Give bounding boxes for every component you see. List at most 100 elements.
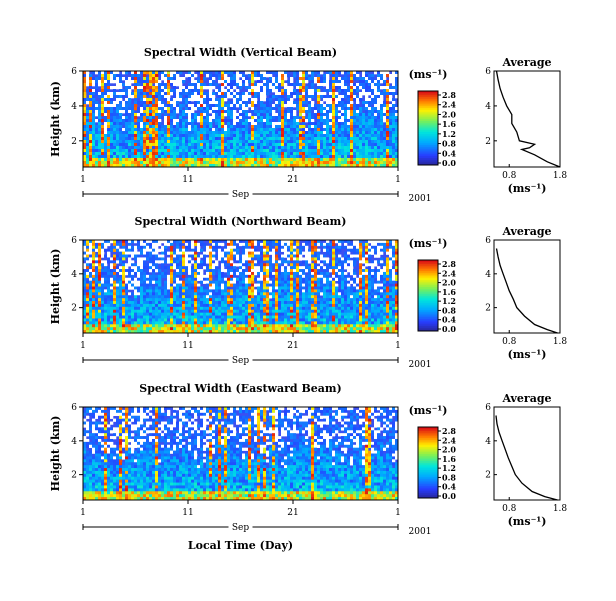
heatmap-cell bbox=[197, 158, 201, 162]
heatmap-cell bbox=[110, 149, 114, 153]
heatmap-cell bbox=[221, 298, 225, 302]
heatmap-cell bbox=[188, 77, 192, 81]
heatmap-gap bbox=[230, 271, 234, 276]
heatmap-cell bbox=[188, 71, 192, 75]
heatmap-cell bbox=[110, 134, 114, 138]
heatmap-cell bbox=[332, 80, 336, 84]
heatmap-gap bbox=[203, 113, 207, 117]
heatmap-cell bbox=[116, 140, 120, 144]
heatmap-cell bbox=[239, 277, 243, 281]
heatmap-cell bbox=[215, 280, 219, 284]
heatmap-cell bbox=[104, 77, 108, 81]
heatmap-cell bbox=[92, 77, 96, 81]
heatmap-cell bbox=[98, 257, 102, 261]
heatmap-cell bbox=[212, 306, 216, 311]
heatmap-cell bbox=[191, 292, 195, 296]
heatmap-cell bbox=[269, 128, 273, 132]
heatmap-cell bbox=[200, 140, 204, 144]
heatmap-cell bbox=[128, 101, 132, 105]
heatmap-cell bbox=[389, 137, 393, 141]
heatmap-gap bbox=[140, 125, 144, 129]
heatmap-cell bbox=[194, 161, 198, 165]
heatmap-cell bbox=[368, 77, 372, 81]
heatmap-gap bbox=[224, 83, 228, 87]
heatmap-cell bbox=[95, 266, 99, 270]
heatmap-cell bbox=[191, 137, 195, 141]
heatmap-cell bbox=[107, 125, 111, 129]
heatmap-cell bbox=[374, 155, 378, 159]
heatmap-cell bbox=[113, 289, 117, 293]
heatmap-cell bbox=[182, 312, 186, 316]
heatmap-cell bbox=[119, 303, 123, 308]
month-label: Sep bbox=[232, 190, 249, 200]
heatmap-gap bbox=[326, 98, 330, 102]
heatmap-cell bbox=[269, 77, 273, 81]
heatmap-cell bbox=[287, 125, 291, 129]
heatmap-cell bbox=[233, 324, 237, 328]
heatmap-cell bbox=[389, 107, 393, 111]
heatmap-gap bbox=[230, 95, 234, 99]
heatmap-cell bbox=[206, 277, 210, 281]
heatmap-cell bbox=[275, 74, 279, 78]
heatmap-cell bbox=[353, 125, 357, 129]
heatmap-cell bbox=[182, 89, 186, 93]
heatmap-cell bbox=[320, 140, 324, 144]
heatmap-cell bbox=[317, 137, 321, 141]
heatmap-gap bbox=[173, 98, 177, 102]
heatmap-gap bbox=[119, 248, 123, 252]
heatmap-cell bbox=[359, 164, 363, 168]
heatmap-gap bbox=[290, 86, 294, 90]
heatmap-cell bbox=[254, 324, 258, 328]
heatmap-cell bbox=[380, 107, 384, 111]
heatmap-cell bbox=[155, 266, 159, 270]
heatmap-cell bbox=[155, 113, 159, 117]
heatmap-cell bbox=[134, 95, 138, 99]
heatmap-cell bbox=[104, 271, 108, 276]
heatmap-cell bbox=[197, 327, 201, 331]
heatmap-cell bbox=[143, 89, 147, 93]
heatmap-cell bbox=[359, 83, 363, 87]
heatmap-cell bbox=[230, 80, 234, 84]
heatmap-cell bbox=[230, 263, 234, 267]
heatmap-cell bbox=[155, 86, 159, 90]
heatmap-cell bbox=[290, 131, 294, 135]
heatmap-cell bbox=[236, 143, 240, 147]
heatmap-cell bbox=[230, 321, 234, 325]
heatmap-gap bbox=[173, 122, 177, 126]
heatmap-cell bbox=[212, 80, 216, 84]
heatmap-cell bbox=[260, 104, 264, 108]
heatmap-cell bbox=[128, 122, 132, 126]
heatmap-gap bbox=[326, 80, 330, 84]
heatmap-cell bbox=[275, 80, 279, 84]
heatmap-gap bbox=[239, 242, 243, 247]
heatmap-cell bbox=[92, 161, 96, 165]
heatmap-cell bbox=[107, 119, 111, 123]
heatmap-cell bbox=[149, 158, 153, 162]
heatmap-cell bbox=[83, 269, 87, 273]
heatmap-cell bbox=[182, 303, 186, 308]
heatmap-cell bbox=[272, 149, 276, 153]
heatmap-cell bbox=[254, 119, 258, 123]
heatmap-cell bbox=[197, 134, 201, 138]
heatmap-gap bbox=[329, 98, 333, 102]
heatmap-cell bbox=[227, 242, 231, 247]
heatmap-gap bbox=[146, 248, 150, 252]
heatmap-cell bbox=[356, 77, 360, 81]
heatmap-cell bbox=[203, 164, 207, 168]
heatmap-cell bbox=[356, 158, 360, 162]
heatmap-cell bbox=[281, 98, 285, 102]
heatmap-gap bbox=[383, 110, 387, 114]
heatmap-cell bbox=[257, 306, 261, 311]
heatmap-cell bbox=[227, 131, 231, 135]
heatmap-gap bbox=[161, 74, 165, 78]
heatmap-cell bbox=[170, 286, 174, 290]
heatmap-cell bbox=[335, 140, 339, 144]
heatmap-cell bbox=[137, 152, 141, 156]
heatmap-cell bbox=[194, 146, 198, 150]
heatmap-cell bbox=[212, 271, 216, 276]
heatmap-gap bbox=[275, 101, 279, 105]
heatmap-cell bbox=[131, 245, 135, 250]
heatmap-cell bbox=[209, 254, 213, 258]
heatmap-cell bbox=[194, 240, 198, 244]
heatmap-cell bbox=[128, 321, 132, 325]
